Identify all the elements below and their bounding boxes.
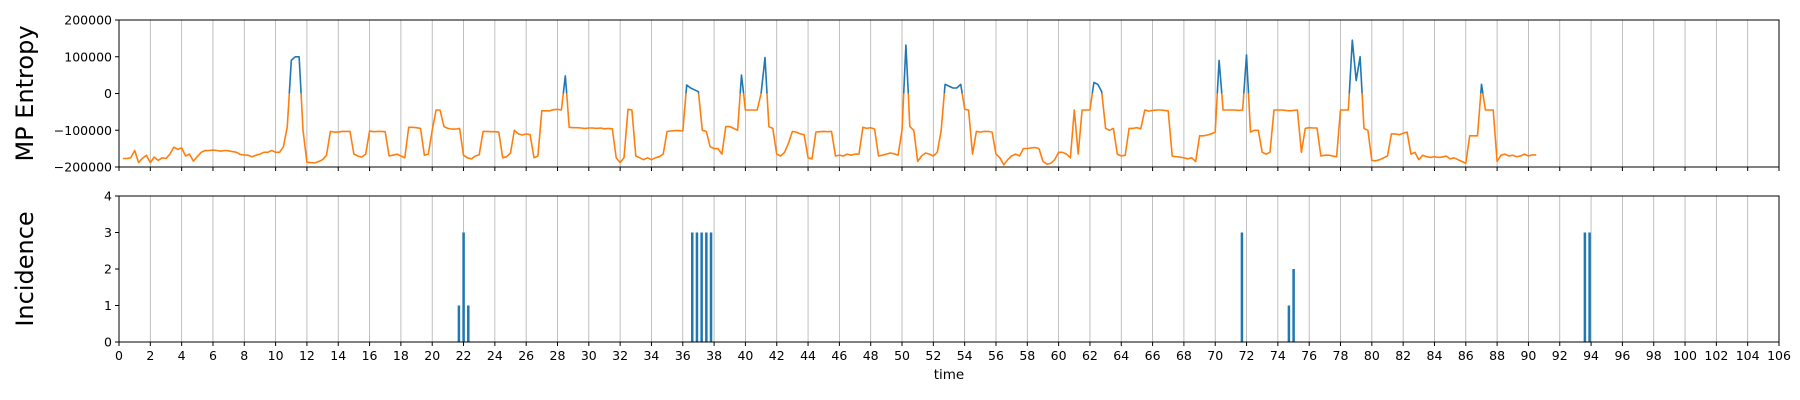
incidence-bar — [700, 232, 703, 342]
time-x-tick-label: 0 — [115, 348, 123, 363]
time-x-tick-label: 64 — [1113, 348, 1129, 363]
time-x-tick-label: 72 — [1239, 348, 1255, 363]
incidence-bar — [1287, 305, 1291, 342]
incidence-bar — [1292, 269, 1295, 342]
incidence-bars — [457, 232, 1591, 342]
entropy-y-tick-label: 200000 — [64, 13, 112, 28]
time-x-tick-label: 2 — [146, 348, 154, 363]
time-x-tick-label: 98 — [1646, 348, 1662, 363]
time-x-tick-label: 90 — [1520, 348, 1536, 363]
time-x-tick-label: 22 — [456, 348, 472, 363]
time-x-tick-label: 102 — [1704, 348, 1728, 363]
entropy-x-gridlines — [118, 20, 1780, 167]
incidence-bar — [462, 232, 465, 342]
incidence-y-ticks: 0 1 2 3 4 — [104, 189, 119, 350]
incidence-bar — [1583, 232, 1587, 342]
time-x-tick-label: 94 — [1583, 348, 1599, 363]
time-x-tick-label: 48 — [863, 348, 879, 363]
time-x-tick-label: 52 — [925, 348, 941, 363]
incidence-y-tick-label: 1 — [104, 298, 112, 313]
time-x-tick-label: 68 — [1176, 348, 1192, 363]
entropy-y-tick-label: 100000 — [64, 49, 112, 64]
incidence-bar — [457, 305, 461, 342]
incidence-bar — [709, 232, 713, 342]
incidence-y-tick-label: 3 — [104, 225, 112, 240]
time-x-tick-label: 84 — [1427, 348, 1443, 363]
time-x-tick-label: 28 — [550, 348, 566, 363]
entropy-y-tick-label: −200000 — [54, 160, 112, 175]
time-x-tick-label: 50 — [894, 348, 910, 363]
incidence-bar — [690, 232, 694, 342]
time-x-tick-label: 66 — [1145, 348, 1161, 363]
time-x-tick-label: 76 — [1301, 348, 1317, 363]
time-x-tick-label: 20 — [424, 348, 440, 363]
time-x-tick-label: 10 — [268, 348, 284, 363]
time-x-tick-label: 96 — [1614, 348, 1630, 363]
time-x-tick-label: 70 — [1207, 348, 1223, 363]
entropy-positive-line — [288, 39, 1484, 94]
time-x-tick-label: 106 — [1767, 348, 1791, 363]
incidence-bar — [467, 305, 470, 342]
incidence-y-tick-label: 2 — [104, 262, 112, 277]
entropy-y-tick-label: −100000 — [54, 123, 112, 138]
entropy-panel: −200000 −100000 0 100000 200000 MP Entropy — [11, 13, 1780, 175]
time-x-tick-label: 42 — [769, 348, 785, 363]
time-x-tick-label: 58 — [1019, 348, 1035, 363]
time-x-tick-label: 18 — [393, 348, 409, 363]
incidence-bar — [1240, 232, 1244, 342]
time-x-tick-label: 46 — [831, 348, 847, 363]
time-x-tick-label: 92 — [1552, 348, 1568, 363]
incidence-y-tick-label: 4 — [104, 189, 112, 204]
entropy-negative-line — [122, 93, 1537, 166]
entropy-y-ticks: −200000 −100000 0 100000 200000 — [54, 13, 119, 175]
time-x-tick-label: 56 — [988, 348, 1004, 363]
time-x-tick-label: 14 — [330, 348, 346, 363]
incidence-x-ticks: 0 2 4 6 8 10 12 14 16 18 20 22 24 26 28 30 32 34 36 38 40 42 4… — [115, 342, 1791, 363]
time-x-axis-label: time — [934, 367, 965, 383]
incidence-bar — [1588, 232, 1591, 342]
entropy-series — [122, 39, 1537, 166]
incidence-y-tick-label: 0 — [104, 335, 112, 350]
time-x-tick-label: 54 — [957, 348, 973, 363]
time-x-tick-label: 104 — [1736, 348, 1760, 363]
time-x-tick-label: 88 — [1489, 348, 1505, 363]
time-x-tick-label: 80 — [1364, 348, 1380, 363]
time-x-tick-label: 26 — [518, 348, 534, 363]
incidence-y-axis-label: Incidence — [11, 211, 39, 326]
incidence-bar — [695, 232, 699, 342]
incidence-bar — [705, 232, 708, 342]
time-x-tick-label: 30 — [581, 348, 597, 363]
time-x-tick-label: 62 — [1082, 348, 1098, 363]
entropy-y-axis-label: MP Entropy — [11, 25, 39, 161]
time-x-tick-label: 44 — [800, 348, 816, 363]
time-x-tick-label: 60 — [1051, 348, 1067, 363]
time-x-tick-label: 40 — [737, 348, 753, 363]
entropy-x-ticks — [118, 167, 1780, 171]
time-x-tick-label: 74 — [1270, 348, 1286, 363]
time-x-tick-label: 86 — [1458, 348, 1474, 363]
time-x-tick-label: 12 — [299, 348, 315, 363]
time-x-tick-label: 82 — [1395, 348, 1411, 363]
time-x-tick-label: 38 — [706, 348, 722, 363]
entropy-y-tick-label: 0 — [104, 86, 112, 101]
time-x-tick-label: 16 — [362, 348, 378, 363]
time-x-tick-label: 32 — [612, 348, 628, 363]
time-x-tick-label: 8 — [240, 348, 248, 363]
time-x-tick-label: 34 — [643, 348, 659, 363]
time-x-tick-label: 4 — [178, 348, 186, 363]
time-x-tick-label: 100 — [1673, 348, 1697, 363]
time-x-tick-label: 6 — [209, 348, 217, 363]
time-x-tick-label: 36 — [675, 348, 691, 363]
time-x-tick-label: 78 — [1333, 348, 1349, 363]
time-x-tick-label: 24 — [487, 348, 503, 363]
